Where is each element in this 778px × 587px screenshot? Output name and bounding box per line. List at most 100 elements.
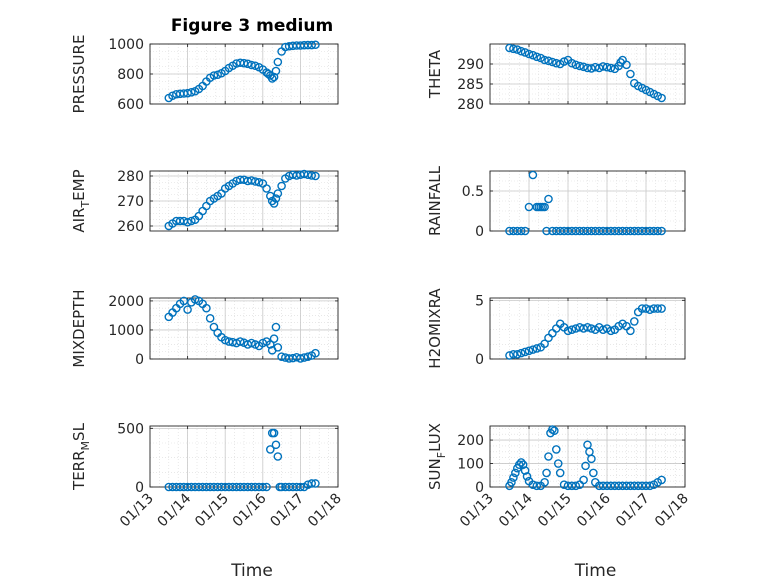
y-tick-label: 0	[475, 480, 484, 496]
y-tick-label: 200	[457, 433, 484, 449]
data-point	[269, 428, 279, 438]
data-point	[247, 338, 256, 348]
y-tick-label: 280	[457, 97, 484, 113]
data-point	[528, 345, 538, 354]
data-point	[587, 324, 596, 333]
x-tick-label: 01/13	[457, 491, 497, 531]
axes-box	[489, 425, 686, 488]
data-point	[559, 480, 569, 489]
data-point	[589, 468, 598, 478]
data-point	[505, 351, 514, 360]
data-point	[213, 70, 222, 80]
data-point	[626, 69, 635, 79]
panel-mixdepth: 0 1000 2000 MIXDEPTH	[70, 289, 339, 368]
panel-pressure: 600 800 1000 PRESSURE	[70, 35, 339, 113]
data-point	[622, 60, 631, 70]
figure-title: Figure 3 medium	[171, 16, 333, 36]
data-point	[516, 226, 526, 236]
data-point	[555, 468, 565, 478]
data-point	[271, 440, 281, 450]
data-point	[528, 170, 538, 180]
y-axis-label: MIXDEPTH	[70, 289, 88, 367]
x-tick-label: 01/16	[574, 490, 614, 530]
data-point	[187, 216, 196, 226]
data-point	[513, 350, 522, 359]
data-point	[567, 58, 577, 68]
y-tick-label: 600	[117, 97, 144, 113]
y-axis-label: THETA	[426, 49, 444, 99]
data-point	[254, 177, 264, 187]
x-tick-label: 01/17	[613, 491, 653, 531]
data-point	[269, 199, 279, 208]
data-point	[311, 40, 320, 50]
data-point	[509, 44, 518, 54]
x-tick-label: 01/13	[117, 491, 157, 531]
data-point	[552, 324, 561, 333]
y-axis-label: H2OMIXRA	[426, 288, 444, 369]
data-point	[579, 62, 588, 72]
x-axis-label: Time	[230, 561, 273, 581]
y-tick-label: 500	[117, 421, 144, 437]
data-point	[518, 460, 528, 470]
data-point	[579, 475, 588, 485]
y-tick-label: 0	[135, 480, 144, 496]
data-point	[657, 93, 666, 103]
y-tick-label: 5	[475, 293, 484, 309]
data-point	[220, 335, 230, 345]
data-point	[311, 171, 320, 181]
data-point	[567, 481, 577, 491]
data-point	[637, 304, 647, 313]
data-point	[520, 226, 530, 236]
data-point	[516, 46, 526, 56]
x-tick-label: 01/16	[230, 490, 270, 530]
y-tick-label: 285	[457, 77, 484, 93]
data-point	[563, 326, 573, 336]
data-point	[544, 56, 553, 66]
data-point	[267, 74, 277, 83]
data-point	[630, 317, 639, 326]
x-tick-label: 01/15	[535, 491, 575, 531]
data-point	[258, 482, 268, 492]
data-point	[507, 478, 516, 487]
data-point	[653, 226, 663, 236]
data-point	[296, 482, 305, 492]
data-point	[520, 347, 530, 357]
data-point	[516, 458, 526, 467]
panel-terrmsl: 0 500 TERRMSL 01/1301/1401/1501/1601/1701/1…	[70, 421, 345, 581]
data-point	[266, 445, 275, 454]
data-point	[303, 352, 313, 361]
data-point	[509, 473, 518, 482]
y-axis-label: AIRTEMP	[70, 169, 92, 232]
data-point	[598, 325, 608, 334]
data-point	[247, 60, 256, 70]
data-point	[273, 452, 283, 461]
data-point	[544, 194, 553, 204]
data-point	[587, 454, 596, 464]
data-point	[524, 346, 534, 356]
panel-airtemp: 260 270 280 AIRTEMP	[70, 169, 339, 235]
data-point	[271, 194, 281, 203]
data-point	[183, 217, 192, 227]
data-point	[571, 60, 581, 70]
data-point	[552, 58, 561, 68]
data-point	[209, 322, 219, 332]
data-point	[542, 468, 551, 478]
data-point	[505, 43, 514, 53]
data-point	[606, 63, 616, 73]
data-point	[540, 202, 549, 212]
y-axis-label: RAINFALL	[426, 165, 444, 236]
data-point	[548, 57, 557, 67]
data-point	[657, 226, 666, 236]
data-point	[202, 303, 211, 313]
data-point	[202, 201, 211, 211]
y-tick-label: 0	[475, 352, 484, 368]
data-point	[277, 181, 286, 191]
x-tick-label: 01/18	[652, 491, 692, 531]
data-point	[262, 184, 271, 193]
data-point	[575, 61, 585, 71]
y-tick-label: 800	[117, 67, 144, 83]
panel-h2omixra: 0 5 H2OMIXRA	[426, 288, 686, 369]
data-point	[239, 58, 249, 68]
data-point	[553, 459, 563, 468]
